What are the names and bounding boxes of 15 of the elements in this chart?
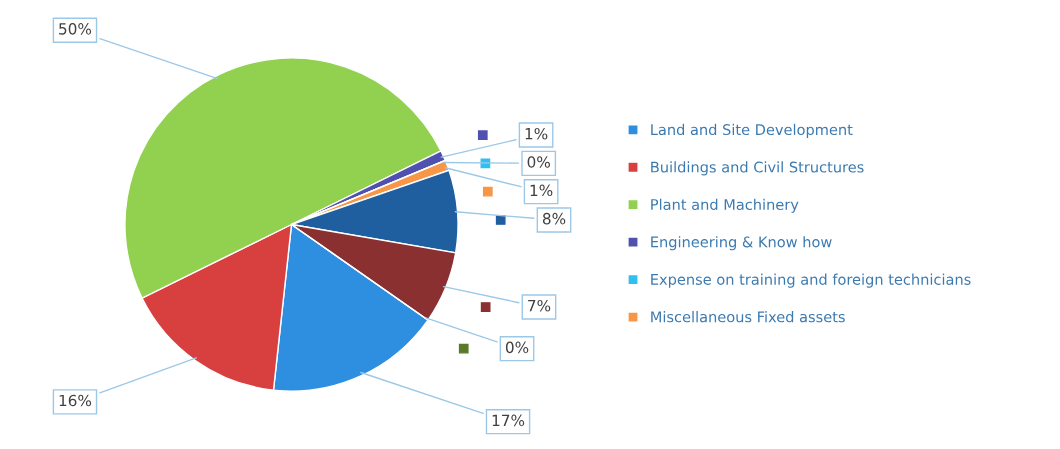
legend-label: Buildings and Civil Structures xyxy=(651,161,864,176)
legend-label: Expense on training and foreign technicians xyxy=(651,273,971,288)
legend-label: Engineering & Know how xyxy=(651,236,832,251)
data-label: 17% xyxy=(492,414,525,427)
data-label: 50% xyxy=(59,23,92,35)
text: 0% xyxy=(505,341,529,354)
data-label: 1% xyxy=(525,127,548,140)
legend-label: Plant and Machinery xyxy=(651,198,799,213)
data-label: 7% xyxy=(528,299,551,312)
text: 0% xyxy=(527,156,550,168)
legend-label: Miscellaneous Fixed assets xyxy=(651,311,845,323)
data-label: 16% xyxy=(59,394,92,407)
data-label: 1% xyxy=(530,184,553,197)
legend-label: Land and Site Development xyxy=(651,123,853,138)
data-label: 8% xyxy=(542,212,566,225)
